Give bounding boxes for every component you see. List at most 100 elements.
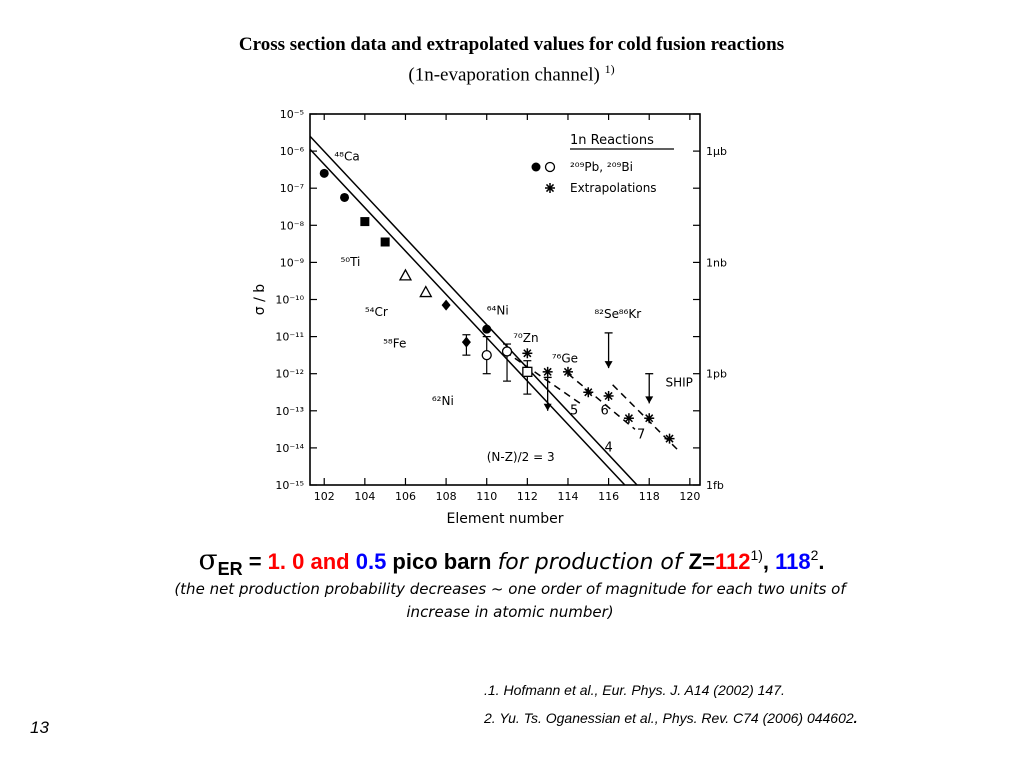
extrapolation-line [567, 373, 636, 430]
systematics-line [309, 135, 638, 486]
line-number-label: 5 [570, 404, 578, 419]
projectile-label: ⁵⁸Fe [383, 337, 406, 351]
x-tick-label: 106 [395, 490, 416, 503]
legend-marker-open-circle [544, 161, 556, 173]
data-point-asterisk [562, 366, 573, 377]
z-118: 118 [775, 549, 811, 574]
x-tick-label: 102 [314, 490, 335, 503]
asterisk-stroke [665, 434, 674, 443]
note-line-1: (the net production probability decrease… [174, 580, 846, 598]
and-word: and [304, 549, 356, 574]
z-equals: = [702, 549, 715, 574]
data-point-circle-filled [482, 324, 492, 334]
subtitle-footnote: 1) [604, 62, 615, 76]
subtitle-text: (1n-evaporation channel) [408, 64, 600, 86]
asterisk-stroke [545, 183, 555, 193]
data-point-asterisk [603, 390, 614, 401]
asterisk-stroke [543, 367, 552, 376]
equals-sign: = [242, 549, 268, 574]
y-tick-label: 10⁻¹³ [275, 405, 304, 418]
chart-annotation: (N-Z)/2 = 3 [487, 450, 555, 464]
projectile-label: ⁵⁰Ti [340, 255, 360, 269]
data-point-asterisk [623, 413, 634, 424]
unit-text: pico barn [386, 549, 498, 574]
data-point-diamond-filled [441, 299, 451, 311]
slide-title: Cross section data and extrapolated valu… [238, 34, 785, 55]
x-tick-label: 110 [476, 490, 497, 503]
z-118-footnote: 2 [810, 547, 819, 563]
legend-title: 1n Reactions [570, 133, 654, 148]
projectile-label: ⁸⁶Kr [619, 307, 641, 321]
systematics-line [309, 148, 626, 486]
data-point-circle-filled [340, 192, 350, 202]
right-unit-label: 1pb [706, 368, 727, 381]
projectile-label: ⁸²Se [594, 307, 619, 321]
y-tick-label: 10⁻¹⁵ [275, 479, 304, 492]
line-number-label: 4 [605, 441, 613, 456]
data-point-triangle-open [398, 268, 413, 281]
reference-2: 2. Yu. Ts. Oganessian et al., Phys. Rev.… [484, 704, 858, 732]
reference-2-text: 2. Yu. Ts. Oganessian et al., Phys. Rev.… [484, 710, 854, 726]
asterisk-stroke [604, 391, 613, 401]
value-112: 1. 0 [267, 549, 305, 574]
y-tick-label: 10⁻⁵ [280, 108, 304, 121]
legend-marker-asterisk [545, 183, 555, 193]
limit-arrow-head [543, 403, 552, 411]
asterisk-stroke [645, 414, 654, 423]
data-point-triangle-open [419, 285, 433, 298]
data-point-circle-filled [319, 168, 329, 178]
data-point-square-filled [360, 217, 370, 227]
data-point-circle-open [501, 346, 513, 357]
right-unit-label: 1μb [706, 145, 727, 158]
period: . [818, 549, 825, 574]
projectile-label: ⁶⁴Ni [487, 303, 509, 317]
right-unit-label: 1fb [706, 479, 724, 492]
x-tick-label: 104 [354, 490, 375, 503]
asterisk-stroke [584, 388, 593, 397]
line-number-label: 6 [600, 404, 608, 419]
y-tick-label: 10⁻¹² [275, 368, 304, 381]
y-tick-label: 10⁻⁸ [280, 219, 305, 232]
extrapolation-line [504, 350, 581, 404]
x-tick-label: 118 [639, 490, 660, 503]
note-line-2: increase in atomic number) [406, 603, 614, 621]
projectile-label: ⁷⁰Zn [513, 331, 538, 345]
x-tick-label: 120 [679, 490, 700, 503]
legend-item-measured: ²⁰⁹Pb, ²⁰⁹Bi [570, 160, 633, 174]
data-point-square-filled [380, 237, 390, 247]
limit-arrow-head [645, 396, 654, 404]
data-point-asterisk [542, 366, 553, 377]
probability-note: (the net production probability decrease… [60, 578, 960, 624]
line-number-label: 7 [637, 428, 645, 443]
reference-1: .1. Hofmann et al., Eur. Phys. J. A14 (2… [484, 682, 785, 698]
asterisk-stroke [523, 349, 532, 358]
legend-marker-filled-circle [531, 162, 541, 172]
data-point-asterisk [644, 413, 655, 424]
right-unit-label: 1nb [706, 256, 727, 269]
projectile-label: ⁵⁴Cr [365, 305, 388, 319]
reference-2-end: . [853, 710, 858, 726]
chart-annotation: SHIP [665, 376, 692, 390]
y-tick-label: 10⁻¹⁴ [275, 442, 304, 455]
asterisk-stroke [563, 367, 573, 376]
cross-section-summary: σER = 1. 0 and 0.5 pico barn for product… [0, 543, 1023, 580]
y-tick-label: 10⁻⁶ [280, 145, 305, 158]
y-axis-label: σ / b [252, 284, 268, 315]
y-tick-label: 10⁻⁷ [280, 182, 304, 195]
data-point-square-open [522, 366, 533, 377]
data-point-asterisk [664, 433, 675, 444]
page-number: 13 [30, 718, 49, 737]
x-tick-label: 114 [557, 490, 578, 503]
data-point-diamond-filled [461, 336, 471, 348]
x-tick-label: 112 [517, 490, 538, 503]
legend-item-extrapolations: Extrapolations [570, 181, 657, 195]
slide-subtitle: (1n-evaporation channel) 1) [0, 62, 1023, 86]
value-118: 0.5 [355, 549, 387, 574]
sigma-subscript: ER [217, 559, 243, 579]
comma: , [762, 549, 776, 574]
references: .1. Hofmann et al., Eur. Phys. J. A14 (2… [484, 676, 858, 732]
z-label: Z [688, 549, 703, 574]
x-tick-label: 116 [598, 490, 619, 503]
for-production-text: for production of [497, 550, 689, 575]
data-point-asterisk [522, 348, 533, 359]
